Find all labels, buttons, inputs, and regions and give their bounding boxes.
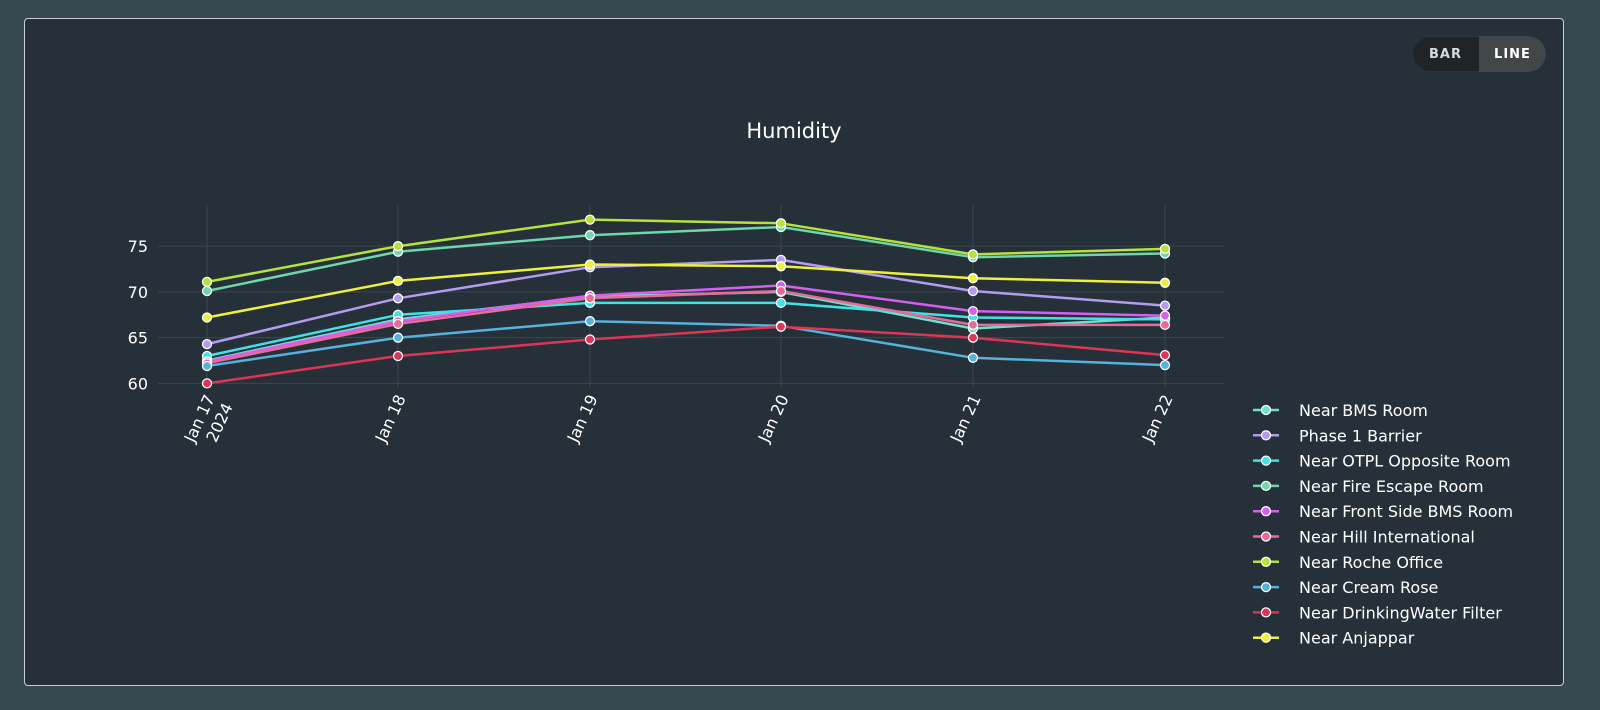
- y-tick-label: 70: [128, 283, 148, 302]
- series-line: [206, 325, 1166, 385]
- data-point[interactable]: [775, 297, 787, 309]
- data-point[interactable]: [201, 285, 213, 297]
- legend-swatch-marker: [1260, 480, 1272, 492]
- data-point[interactable]: [1159, 310, 1171, 321]
- legend: Near BMS Room Phase 1 Barrier Near OTPL Op…: [1253, 401, 1513, 648]
- data-point[interactable]: [1159, 349, 1171, 361]
- y-tick-label: 65: [128, 329, 148, 348]
- y-axis: 60 65 70 75: [128, 237, 148, 393]
- legend-label[interactable]: Near Anjappar: [1299, 629, 1415, 648]
- data-point[interactable]: [775, 285, 787, 297]
- x-tick-label: Jan 19: [563, 392, 602, 446]
- data-point[interactable]: [775, 218, 787, 229]
- data-point[interactable]: [584, 334, 596, 345]
- data-point[interactable]: [1159, 319, 1171, 331]
- data-point[interactable]: [1159, 243, 1171, 255]
- series-line: [206, 319, 1166, 368]
- legend-label[interactable]: Near Roche Office: [1299, 553, 1443, 572]
- x-axis: Jan 172024 Jan 18 Jan 19 Jan 20 Jan 21 Jan 22: [180, 392, 1177, 455]
- data-point[interactable]: [584, 230, 596, 241]
- line-toggle-button[interactable]: LINE: [1479, 36, 1546, 72]
- legend-swatch-marker: [1260, 607, 1272, 618]
- data-point[interactable]: [392, 350, 404, 362]
- data-point[interactable]: [967, 332, 979, 343]
- y-tick-label: 75: [128, 237, 148, 256]
- data-point[interactable]: [584, 214, 596, 225]
- data-point[interactable]: [775, 321, 787, 332]
- data-point[interactable]: [967, 352, 979, 363]
- data-point[interactable]: [584, 316, 596, 327]
- chart-type-toggle: BAR LINE: [1412, 36, 1546, 72]
- data-point[interactable]: [201, 276, 213, 288]
- legend-label[interactable]: Near Cream Rose: [1299, 578, 1438, 597]
- data-point[interactable]: [392, 275, 404, 287]
- data-point[interactable]: [392, 293, 404, 304]
- data-point[interactable]: [1159, 277, 1171, 288]
- series-line: [206, 301, 1166, 358]
- series-line: [206, 263, 1166, 319]
- legend-label[interactable]: Near Fire Escape Room: [1299, 477, 1484, 496]
- x-tick-label: Jan 21: [946, 392, 985, 446]
- data-point[interactable]: [967, 273, 979, 284]
- legend-label[interactable]: Near Hill International: [1299, 528, 1475, 547]
- series-line: [206, 258, 1166, 346]
- data-point[interactable]: [392, 332, 404, 343]
- data-point[interactable]: [392, 318, 404, 330]
- x-tick-label: Jan 22: [1138, 392, 1177, 446]
- data-point[interactable]: [201, 360, 213, 372]
- data-point[interactable]: [967, 285, 979, 297]
- data-point[interactable]: [201, 378, 213, 389]
- legend-swatch-marker: [1260, 430, 1272, 441]
- series-line: [206, 289, 1165, 365]
- bar-toggle-button[interactable]: BAR: [1429, 46, 1462, 62]
- data-point[interactable]: [392, 241, 404, 252]
- data-point[interactable]: [775, 261, 787, 272]
- legend-swatch-marker: [1260, 531, 1272, 542]
- legend-label[interactable]: Near DrinkingWater Filter: [1299, 603, 1502, 622]
- data-point[interactable]: [584, 293, 596, 304]
- series-line: [206, 218, 1166, 284]
- legend-swatch-marker: [1260, 632, 1272, 643]
- legend-swatch-marker: [1260, 556, 1272, 567]
- chart-title: Humidity: [746, 119, 841, 143]
- data-point[interactable]: [201, 338, 213, 350]
- data-point[interactable]: [967, 319, 979, 331]
- data-point[interactable]: [1159, 300, 1171, 311]
- x-tick-label: Jan 18: [371, 392, 410, 446]
- legend-label[interactable]: Phase 1 Barrier: [1299, 426, 1422, 445]
- series-lines: [201, 214, 1171, 389]
- legend-label[interactable]: Near BMS Room: [1299, 401, 1428, 420]
- data-point[interactable]: [201, 312, 213, 323]
- data-point[interactable]: [967, 305, 979, 317]
- y-tick-label: 60: [128, 374, 148, 393]
- chart-card: [24, 18, 1564, 686]
- legend-swatch-marker: [1260, 581, 1272, 593]
- legend-label[interactable]: Near Front Side BMS Room: [1299, 502, 1513, 521]
- series-line: [206, 284, 1166, 363]
- legend-swatch-marker: [1260, 404, 1272, 416]
- x-tick-label: Jan 20: [754, 392, 793, 446]
- data-point[interactable]: [1159, 359, 1171, 371]
- legend-label[interactable]: Near OTPL Opposite Room: [1299, 452, 1511, 471]
- data-point[interactable]: [584, 259, 596, 270]
- legend-swatch-marker: [1260, 455, 1272, 466]
- legend-swatch-marker: [1260, 506, 1272, 517]
- data-point[interactable]: [967, 249, 979, 260]
- x-tick-label: Jan 172024: [180, 392, 237, 455]
- series-line: [206, 225, 1166, 293]
